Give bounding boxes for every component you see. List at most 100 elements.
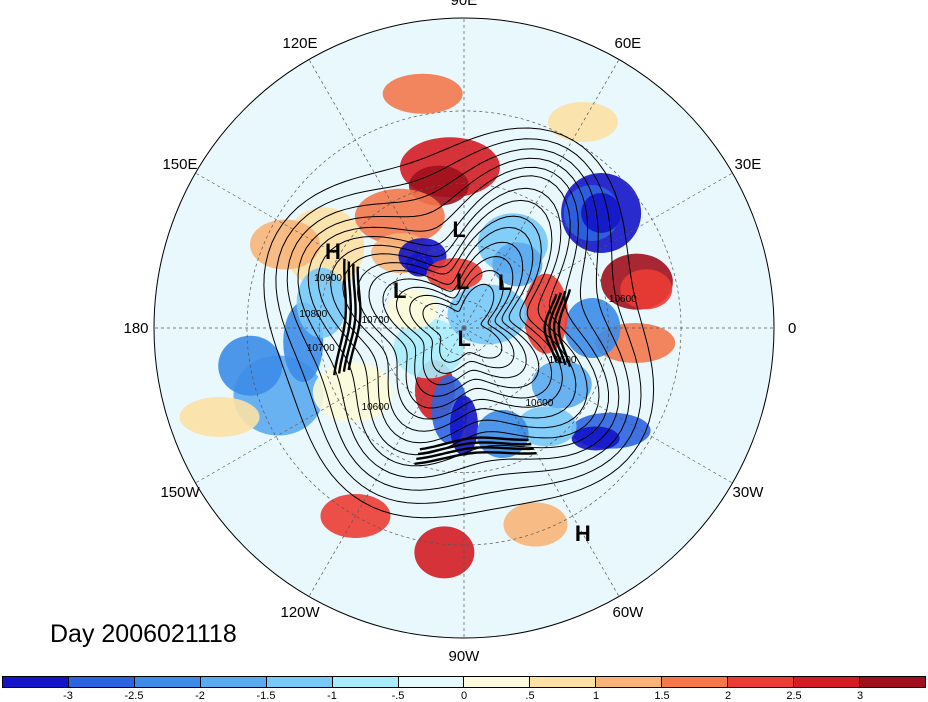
graticule-layer <box>154 18 774 638</box>
meridian-line <box>463 172 733 329</box>
jet-contour <box>548 292 563 364</box>
colorbar-tick-label: -.5 <box>391 690 405 702</box>
low-center-label: L <box>452 217 466 243</box>
meridian-line <box>463 59 620 329</box>
colorbar-tick-label: .5 <box>525 690 535 702</box>
anomaly-blob <box>581 192 622 233</box>
contour-value-label: 10600 <box>361 402 390 414</box>
colorbar-segment <box>728 677 795 687</box>
colorbar-segment <box>3 677 69 687</box>
longitude-label: 60W <box>612 603 644 621</box>
colorbar-segment <box>398 677 465 687</box>
anomaly-blob <box>476 410 529 459</box>
colorbar-segment <box>266 677 333 687</box>
anomaly-blob <box>503 502 568 547</box>
height-contour-layer <box>263 127 655 519</box>
colorbar-tick-label: -2 <box>195 690 205 702</box>
polar-map <box>153 17 775 639</box>
height-contour <box>263 127 655 519</box>
colorbar-tick-label: -3 <box>63 690 73 702</box>
low-center-label: L <box>497 270 512 296</box>
height-contour <box>342 199 577 432</box>
colorbar-segment <box>464 677 531 687</box>
day-label: Day 2006021118 <box>50 620 237 648</box>
contour-value-label: 10600 <box>608 294 637 306</box>
map-boundary <box>153 17 775 639</box>
jet-contour <box>342 264 357 372</box>
contour-value-label: 10900 <box>314 273 342 285</box>
contour-value-label: 10700 <box>306 342 335 354</box>
longitude-label: 120W <box>280 603 320 621</box>
colorbar-segment <box>134 677 201 687</box>
contour-value-label: 10700 <box>361 314 390 326</box>
high-center-label: H <box>574 521 591 546</box>
height-contour <box>357 215 563 420</box>
jet-contour <box>337 261 353 374</box>
longitude-label: 0 <box>788 319 797 337</box>
height-contour <box>422 283 503 363</box>
longitude-label: 60E <box>614 35 642 53</box>
meridian-line <box>308 327 465 597</box>
height-contour <box>286 148 630 491</box>
colorbar-segment <box>794 677 860 687</box>
jet-contour <box>543 293 558 363</box>
longitude-label: 120E <box>282 35 318 53</box>
anomaly-blob <box>414 526 475 579</box>
latitude-circle <box>380 244 548 412</box>
meridian-line <box>308 59 465 329</box>
height-contour <box>395 255 527 386</box>
height-contour <box>317 175 600 456</box>
contour-value-label: 10800 <box>299 309 328 321</box>
colorbar-segment <box>332 677 399 687</box>
height-contour <box>330 187 588 444</box>
colorbar-segment <box>662 677 729 687</box>
longitude-label: 30E <box>734 155 762 173</box>
jet-contour <box>416 446 534 461</box>
anomaly-blob <box>382 73 463 114</box>
meridian-line <box>195 327 465 484</box>
longitude-label: 30W <box>732 483 764 501</box>
height-contour <box>307 166 610 467</box>
longitude-label: 180 <box>123 319 149 337</box>
low-center-label: L <box>455 268 470 294</box>
anomaly-blob <box>547 101 618 142</box>
low-center-label: L <box>457 325 471 351</box>
colorbar-tick-label: 1.5 <box>654 690 670 702</box>
jet-contour <box>414 451 537 465</box>
meridian-line <box>463 327 620 597</box>
height-contour <box>275 138 642 504</box>
high-center-label: H <box>325 239 341 265</box>
longitude-label: 90E <box>450 0 478 9</box>
longitude-label: 150W <box>160 483 200 501</box>
anomaly-blob <box>179 396 260 437</box>
colorbar-tick-label: -1 <box>327 690 337 702</box>
height-contour <box>297 157 620 479</box>
meridian-line <box>463 327 733 484</box>
jet-contour <box>333 258 348 376</box>
anomaly-blob <box>393 318 464 379</box>
anomaly-blob <box>620 269 673 310</box>
colorbar-tick-label: 0 <box>460 690 468 702</box>
height-contour <box>382 241 540 397</box>
longitude-label: 90W <box>448 647 480 665</box>
height-contour <box>368 226 553 409</box>
colorbar-segment <box>530 677 597 687</box>
low-center-label: L <box>393 277 407 303</box>
colorbar <box>2 676 926 688</box>
jet-contour <box>417 441 532 456</box>
jet-contour <box>419 436 529 451</box>
height-contour <box>409 269 515 374</box>
colorbar-segment <box>68 677 135 687</box>
meridian-line <box>195 172 465 329</box>
colorbar-tick-label: 2 <box>724 690 732 702</box>
colorbar-tick-label: -2.5 <box>124 690 144 702</box>
colorbar-tick-label: 2.5 <box>786 690 802 702</box>
colorbar-tick-label: 3 <box>856 690 864 702</box>
jet-contour <box>347 266 362 371</box>
longitude-label: 150E <box>162 155 198 173</box>
colorbar-tick-label: -1.5 <box>256 690 276 702</box>
colorbar-segment <box>596 677 663 687</box>
colorbar-segment <box>200 677 267 687</box>
anomaly-blob <box>387 289 438 330</box>
colorbar-segment <box>859 677 925 687</box>
